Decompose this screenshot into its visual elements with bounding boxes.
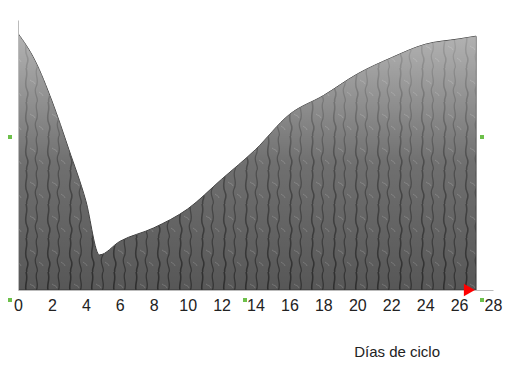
- plot-area: [18, 34, 476, 291]
- x-tick-label: 4: [82, 297, 91, 314]
- x-tick: 12: [213, 290, 231, 314]
- handle: [8, 298, 12, 302]
- x-tick-label: 8: [150, 297, 159, 314]
- x-tick: 16: [281, 290, 299, 314]
- x-tick: 28: [485, 290, 503, 314]
- x-tick: 24: [417, 290, 435, 314]
- x-axis-title: Días de ciclo: [354, 343, 440, 360]
- x-tick-label: 20: [349, 297, 367, 314]
- x-tick: 10: [179, 290, 197, 314]
- x-tick-label: 22: [383, 297, 401, 314]
- x-tick-label: 28: [485, 297, 503, 314]
- x-tick-label: 0: [14, 297, 23, 314]
- handle: [8, 135, 12, 139]
- chart: 0246810121416182022242628Días de ciclo: [0, 0, 510, 367]
- pointer: [464, 284, 475, 297]
- y-axis: [18, 21, 19, 291]
- x-tick-label: 6: [116, 297, 125, 314]
- x-tick: 8: [150, 290, 159, 314]
- x-tick: 20: [349, 290, 367, 314]
- x-tick: 18: [315, 290, 333, 314]
- x-tick-label: 24: [417, 297, 435, 314]
- x-tick: 14: [247, 290, 265, 314]
- handle: [480, 298, 484, 302]
- handle: [480, 135, 484, 139]
- x-tick: 6: [116, 290, 125, 314]
- y-axis-line: [18, 21, 19, 291]
- x-axis-line: [19, 290, 494, 291]
- handle: [243, 298, 247, 302]
- x-tick-label: 26: [451, 297, 469, 314]
- x-tick: 22: [383, 290, 401, 314]
- x-tick: 2: [48, 290, 57, 314]
- x-tick-label: 14: [247, 297, 265, 314]
- x-axis: 0246810121416182022242628: [14, 290, 502, 314]
- x-tick-label: 12: [213, 297, 231, 314]
- x-tick-label: 16: [281, 297, 299, 314]
- area: [18, 34, 476, 291]
- x-tick-label: 2: [48, 297, 57, 314]
- x-tick: 0: [14, 290, 23, 314]
- x-tick: 4: [82, 290, 91, 314]
- x-tick-label: 10: [179, 297, 197, 314]
- x-tick-label: 18: [315, 297, 333, 314]
- area-shade: [18, 34, 476, 291]
